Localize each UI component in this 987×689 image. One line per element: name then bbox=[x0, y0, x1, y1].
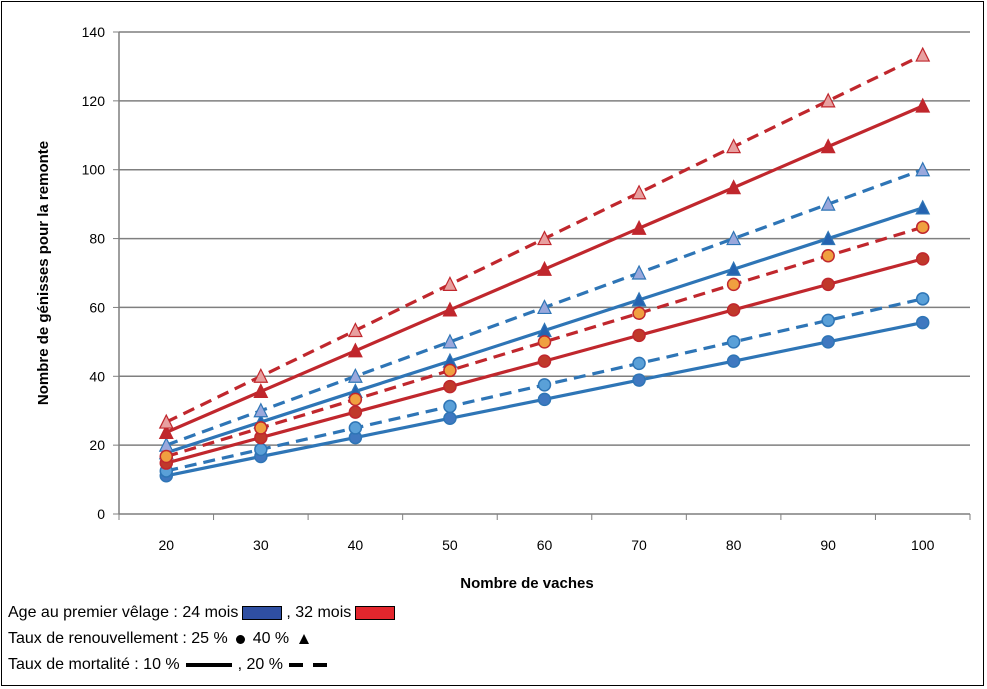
x-tick-label: 40 bbox=[348, 537, 364, 553]
data-point-triangle bbox=[820, 138, 836, 154]
legend-32-mois-label: , 32 mois bbox=[286, 604, 352, 621]
data-point-circle bbox=[443, 399, 457, 414]
data-point-circle bbox=[254, 442, 268, 457]
x-tick-label: 50 bbox=[442, 537, 458, 553]
data-point-circle bbox=[632, 373, 646, 387]
data-point-triangle bbox=[631, 291, 647, 307]
y-axis-title: Nombre de génisses pour la remonte bbox=[35, 141, 52, 405]
x-tick-label: 80 bbox=[726, 537, 742, 553]
legend-mortality-label: Taux de mortalité : 10 % bbox=[8, 656, 180, 673]
data-point-circle bbox=[915, 315, 930, 330]
x-tick-label: 90 bbox=[820, 537, 836, 553]
data-point-triangle bbox=[253, 367, 269, 383]
data-point-triangle bbox=[347, 342, 363, 358]
data-point-circle bbox=[159, 449, 174, 464]
data-point-triangle bbox=[537, 230, 552, 246]
data-point-triangle bbox=[537, 260, 552, 276]
data-point-triangle bbox=[442, 333, 458, 349]
y-tick-label: 0 bbox=[97, 506, 105, 522]
legend-age-label: Age au premier vêlage : 24 mois bbox=[8, 604, 239, 621]
data-point-triangle bbox=[631, 219, 647, 235]
data-point-triangle bbox=[820, 195, 836, 211]
legend-rate-label: Taux de renouvellement : 25 % bbox=[8, 630, 228, 647]
data-point-circle bbox=[632, 356, 646, 371]
y-tick-label: 120 bbox=[82, 93, 106, 109]
data-point-circle bbox=[537, 354, 552, 368]
data-point-circle bbox=[915, 220, 930, 234]
y-tick-label: 40 bbox=[89, 368, 105, 384]
x-tick-label: 70 bbox=[631, 537, 647, 553]
data-point-circle bbox=[537, 335, 552, 349]
data-point-circle bbox=[348, 405, 363, 419]
data-point-triangle bbox=[726, 138, 742, 154]
data-point-triangle bbox=[158, 413, 174, 429]
data-point-circle bbox=[632, 328, 646, 343]
x-tick-label: 20 bbox=[158, 537, 174, 553]
axes bbox=[113, 31, 971, 520]
data-point-circle bbox=[254, 421, 268, 435]
data-point-circle bbox=[537, 378, 552, 392]
data-point-triangle bbox=[537, 299, 552, 315]
series-markers bbox=[158, 46, 931, 483]
data-point-triangle bbox=[347, 322, 363, 338]
legend-mortality-20-label: , 20 % bbox=[237, 656, 283, 673]
data-point-triangle bbox=[915, 199, 931, 215]
data-point-triangle bbox=[820, 230, 836, 246]
data-point-circle bbox=[821, 277, 835, 292]
data-point-triangle bbox=[442, 301, 458, 317]
data-point-circle bbox=[915, 252, 930, 266]
legend-rate: Taux de renouvellement : 25 % 40 % bbox=[8, 630, 315, 648]
data-point-circle bbox=[821, 249, 835, 263]
data-point-triangle bbox=[347, 367, 363, 383]
data-point-circle bbox=[821, 313, 835, 328]
data-point-triangle bbox=[726, 179, 742, 195]
y-tick-label: 80 bbox=[89, 231, 105, 247]
x-tick-label: 100 bbox=[911, 537, 935, 553]
data-point-triangle bbox=[631, 184, 647, 200]
y-tick-label: 20 bbox=[89, 437, 105, 453]
data-point-triangle bbox=[726, 260, 742, 276]
circle-marker-icon bbox=[235, 634, 245, 644]
data-point-circle bbox=[726, 335, 741, 349]
data-point-circle bbox=[632, 306, 646, 321]
solid-line-icon bbox=[185, 663, 232, 667]
data-point-circle bbox=[726, 354, 741, 368]
data-point-circle bbox=[915, 292, 930, 306]
data-point-triangle bbox=[915, 161, 931, 177]
legend-32-mois-swatch bbox=[355, 606, 396, 620]
data-point-triangle bbox=[726, 230, 742, 246]
data-point-triangle bbox=[253, 402, 269, 418]
x-axis-title: Nombre de vaches bbox=[460, 575, 593, 592]
data-point-circle bbox=[821, 335, 835, 349]
legend-rate-40-label: 40 % bbox=[252, 630, 290, 647]
data-point-circle bbox=[348, 421, 363, 435]
data-point-circle bbox=[537, 392, 552, 407]
x-tick-label: 30 bbox=[253, 537, 269, 553]
triangle-marker-icon bbox=[299, 634, 310, 644]
data-point-triangle bbox=[442, 276, 458, 291]
data-point-triangle bbox=[915, 46, 931, 62]
data-point-circle bbox=[726, 277, 741, 292]
x-tick-label: 60 bbox=[537, 537, 553, 553]
data-point-circle bbox=[726, 303, 741, 317]
y-tick-label: 100 bbox=[82, 162, 106, 178]
tick-labels: 0 20 40 60 80 100 120 140 20 30 40 50 60 70 80 90 100 bbox=[82, 24, 935, 553]
data-point-circle bbox=[443, 411, 457, 426]
data-point-triangle bbox=[253, 383, 269, 399]
data-point-triangle bbox=[915, 97, 931, 113]
data-point-triangle bbox=[631, 264, 647, 280]
y-tick-label: 60 bbox=[89, 299, 105, 315]
legend-mortality: Taux de mortalité : 10 % , 20 % bbox=[8, 656, 337, 674]
dashed-line-icon bbox=[289, 663, 331, 667]
legend-age: Age au premier vêlage : 24 mois , 32 moi… bbox=[8, 604, 399, 622]
data-point-circle bbox=[443, 379, 457, 394]
data-point-triangle bbox=[158, 424, 174, 440]
data-point-triangle bbox=[820, 92, 836, 108]
legend-24-mois-swatch bbox=[242, 606, 283, 620]
y-tick-label: 140 bbox=[82, 24, 106, 40]
data-point-circle bbox=[443, 363, 457, 378]
data-point-circle bbox=[348, 392, 363, 407]
